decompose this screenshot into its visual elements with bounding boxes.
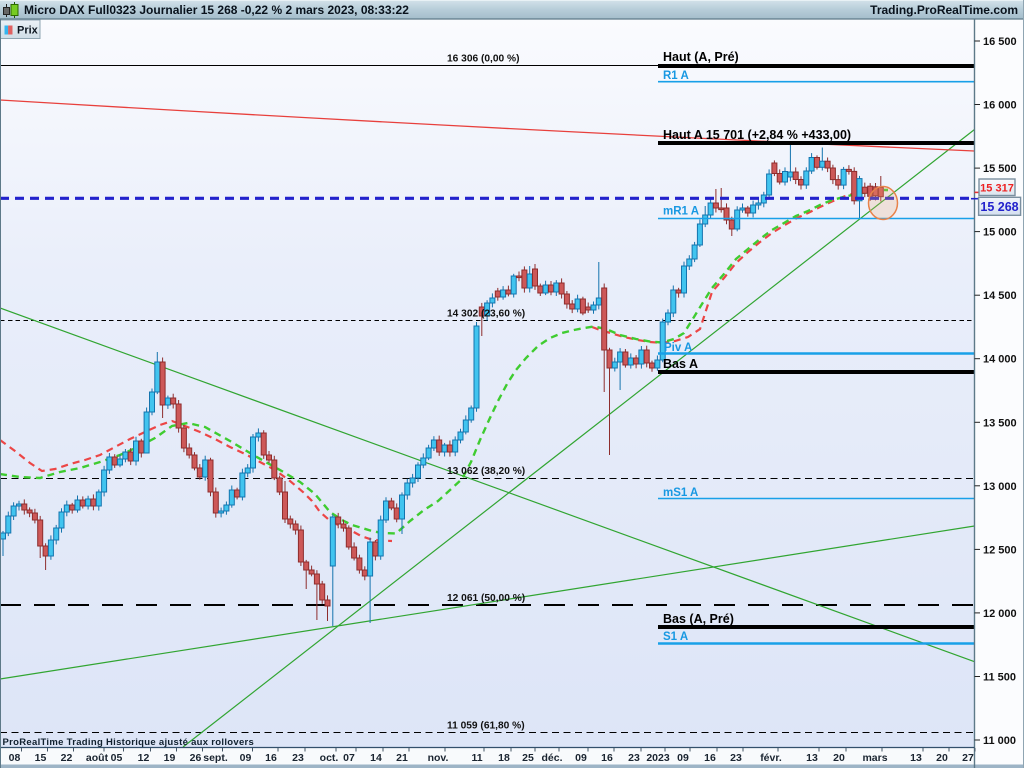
- svg-text:20: 20: [833, 752, 845, 764]
- svg-text:16: 16: [704, 752, 716, 764]
- svg-text:14 302 (23,60 %): 14 302 (23,60 %): [447, 309, 525, 320]
- svg-text:mS1 A: mS1 A: [663, 487, 698, 499]
- svg-text:09: 09: [677, 752, 689, 764]
- svg-text:Micro DAX Full0323 Journalier: Micro DAX Full0323 Journalier 15 268 -0,…: [24, 3, 409, 17]
- svg-text:11: 11: [471, 752, 482, 764]
- svg-text:R1 A: R1 A: [663, 70, 689, 82]
- svg-text:Haut A 15 701 (+2,84 % +433,00: Haut A 15 701 (+2,84 % +433,00): [663, 128, 851, 142]
- svg-text:2023: 2023: [646, 752, 670, 764]
- svg-text:sept.: sept.: [203, 752, 228, 764]
- svg-text:13: 13: [910, 752, 922, 764]
- svg-text:13 000: 13 000: [983, 481, 1017, 493]
- svg-text:15 000: 15 000: [983, 227, 1017, 239]
- svg-text:12 500: 12 500: [983, 544, 1017, 556]
- svg-text:14 000: 14 000: [983, 354, 1017, 366]
- svg-text:13: 13: [806, 752, 818, 764]
- svg-text:11 059 (61,80 %): 11 059 (61,80 %): [447, 721, 525, 732]
- svg-text:15 268: 15 268: [980, 200, 1018, 214]
- svg-text:09: 09: [575, 752, 587, 764]
- svg-text:13 062 (38,20 %): 13 062 (38,20 %): [447, 466, 525, 477]
- svg-text:déc.: déc.: [541, 752, 562, 764]
- svg-text:25: 25: [522, 752, 534, 764]
- svg-text:13 500: 13 500: [983, 417, 1017, 429]
- svg-text:16: 16: [265, 752, 277, 764]
- svg-text:févr.: févr.: [760, 752, 782, 764]
- svg-text:07: 07: [343, 752, 355, 764]
- svg-text:S1 A: S1 A: [663, 631, 688, 643]
- svg-text:22: 22: [61, 752, 73, 764]
- svg-text:20: 20: [936, 752, 948, 764]
- svg-text:15 500: 15 500: [983, 163, 1017, 175]
- svg-text:oct.: oct.: [320, 752, 339, 764]
- svg-text:16 306 (0,00 %): 16 306 (0,00 %): [447, 54, 520, 65]
- svg-text:16: 16: [601, 752, 613, 764]
- svg-text:Trading.ProRealTime.com: Trading.ProRealTime.com: [870, 3, 1018, 17]
- svg-text:16 000: 16 000: [983, 100, 1017, 112]
- svg-text:23: 23: [292, 752, 304, 764]
- svg-text:11 000: 11 000: [983, 735, 1016, 747]
- svg-text:18: 18: [498, 752, 510, 764]
- svg-text:ProRealTime Trading Historiqu: ProRealTime Trading Historique ajusté au…: [3, 737, 255, 748]
- svg-text:nov.: nov.: [428, 752, 449, 764]
- svg-text:15: 15: [35, 752, 47, 764]
- svg-text:23: 23: [628, 752, 640, 764]
- svg-text:Bas A: Bas A: [663, 357, 698, 371]
- svg-text:14 500: 14 500: [983, 290, 1017, 302]
- svg-text:Bas (A, Pré): Bas (A, Pré): [663, 612, 734, 626]
- svg-text:19: 19: [164, 752, 176, 764]
- svg-text:12 061 (50,00 %): 12 061 (50,00 %): [447, 593, 525, 604]
- svg-text:15 317: 15 317: [980, 183, 1014, 195]
- svg-text:23: 23: [730, 752, 742, 764]
- svg-text:05: 05: [111, 752, 123, 764]
- svg-text:27: 27: [962, 752, 974, 764]
- svg-text:12: 12: [138, 752, 150, 764]
- svg-text:11 500: 11 500: [983, 672, 1016, 684]
- svg-text:09: 09: [240, 752, 252, 764]
- svg-text:mR1 A: mR1 A: [663, 206, 699, 218]
- svg-text:mars: mars: [862, 752, 887, 764]
- svg-text:26: 26: [190, 752, 202, 764]
- svg-text:12 000: 12 000: [983, 608, 1017, 620]
- svg-text:08: 08: [9, 752, 21, 764]
- svg-text:16 500: 16 500: [983, 36, 1017, 48]
- svg-text:Prix: Prix: [17, 25, 39, 37]
- svg-text:Piv A: Piv A: [664, 342, 692, 354]
- svg-text:Haut (A, Pré): Haut (A, Pré): [663, 50, 739, 64]
- svg-text:14: 14: [370, 752, 382, 764]
- svg-text:août: août: [86, 752, 109, 764]
- svg-text:21: 21: [396, 752, 408, 764]
